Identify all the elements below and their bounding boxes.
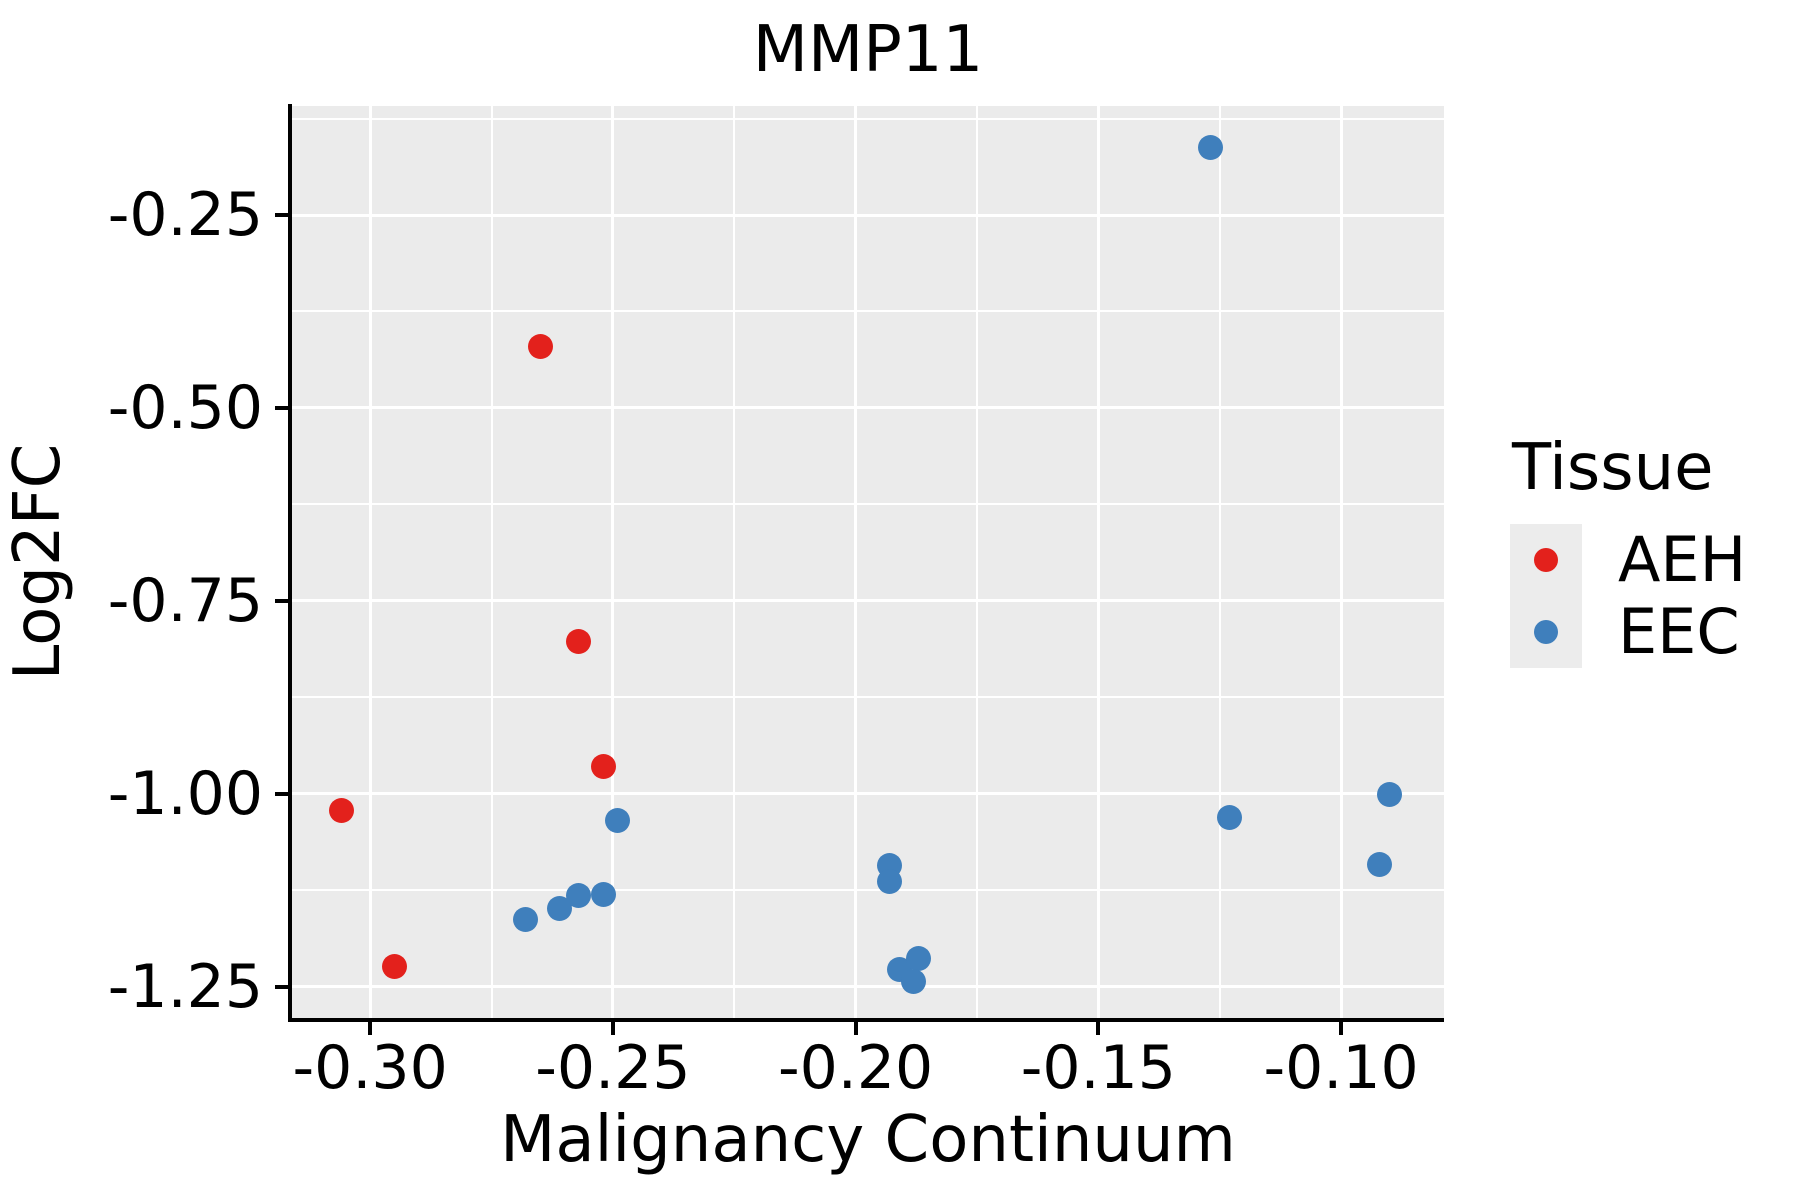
data-point-eec — [877, 869, 903, 895]
legend-item-label: EEC — [1618, 595, 1740, 668]
y-minor-gridline — [292, 117, 1444, 120]
plot-panel — [292, 106, 1444, 1018]
chart-title: MMP11 — [752, 13, 984, 87]
legend-item-aeh: AEH — [1508, 524, 1798, 596]
x-tick-label: -0.20 — [777, 1033, 934, 1103]
y-tick — [275, 984, 288, 989]
eec-legend-dot-icon — [1534, 620, 1558, 644]
legend-item-label: AEH — [1618, 523, 1747, 596]
y-minor-gridline — [292, 889, 1444, 892]
y-tick — [275, 791, 288, 796]
data-point-eec — [906, 945, 932, 971]
data-point-aeh — [328, 798, 354, 824]
x-minor-gridline — [490, 106, 493, 1018]
y-tick-label: -0.75 — [107, 565, 263, 636]
data-point-eec — [1197, 134, 1223, 160]
y-tick-label: -1.00 — [107, 758, 263, 829]
y-tick-label: -0.25 — [107, 180, 263, 250]
y-major-gridline — [292, 985, 1444, 989]
legend-key-box — [1510, 596, 1582, 668]
data-point-eec — [605, 808, 631, 834]
y-tick-label: -1.25 — [107, 951, 263, 1022]
data-point-aeh — [566, 629, 592, 655]
x-minor-gridline — [733, 106, 736, 1018]
aeh-legend-dot-icon — [1534, 548, 1558, 572]
x-tick-label: -0.25 — [535, 1033, 691, 1103]
x-minor-gridline — [1218, 106, 1221, 1018]
data-point-aeh — [590, 754, 616, 780]
data-point-aeh — [381, 954, 407, 980]
x-tick — [368, 1022, 373, 1035]
y-tick — [275, 598, 288, 603]
data-point-eec — [1216, 804, 1242, 830]
x-tick — [1096, 1022, 1101, 1035]
y-major-gridline — [292, 792, 1444, 796]
y-tick — [275, 213, 288, 217]
x-tick — [853, 1022, 858, 1035]
x-major-gridline — [854, 106, 858, 1018]
y-axis-spine — [288, 104, 292, 1022]
x-major-gridline — [611, 106, 615, 1018]
data-point-eec — [1377, 782, 1403, 808]
y-tick-label: -0.50 — [107, 372, 263, 443]
y-major-gridline — [292, 213, 1444, 217]
y-major-gridline — [292, 599, 1444, 603]
data-point-aeh — [527, 333, 553, 359]
data-point-eec — [566, 883, 592, 909]
x-major-gridline — [1096, 106, 1100, 1018]
legend-title: Tissue — [1512, 431, 1714, 505]
y-axis-label: Log2FC — [1, 443, 75, 681]
data-point-eec — [513, 907, 538, 933]
x-tick-label: -0.15 — [1020, 1033, 1176, 1103]
y-major-gridline — [292, 406, 1444, 410]
x-tick — [1339, 1022, 1344, 1035]
data-point-eec — [1367, 852, 1393, 878]
y-minor-gridline — [292, 696, 1444, 699]
y-minor-gridline — [292, 310, 1444, 313]
legend-item-eec: EEC — [1508, 596, 1798, 668]
legend-items: AEH EEC — [1508, 524, 1798, 668]
data-point-eec — [590, 881, 616, 907]
x-tick-label: -0.30 — [292, 1033, 448, 1103]
y-minor-gridline — [292, 503, 1444, 506]
x-minor-gridline — [975, 106, 978, 1018]
x-axis-label: Malignancy Continuum — [500, 1103, 1236, 1177]
data-point-eec — [901, 969, 927, 995]
legend: Tissue AEH EEC — [1508, 430, 1798, 668]
x-tick-label: -0.10 — [1263, 1033, 1419, 1103]
x-major-gridline — [1339, 106, 1343, 1018]
x-tick — [610, 1022, 615, 1035]
y-tick — [275, 405, 288, 410]
x-major-gridline — [368, 106, 372, 1018]
legend-key-box — [1510, 524, 1582, 596]
x-axis-spine — [288, 1018, 1444, 1022]
